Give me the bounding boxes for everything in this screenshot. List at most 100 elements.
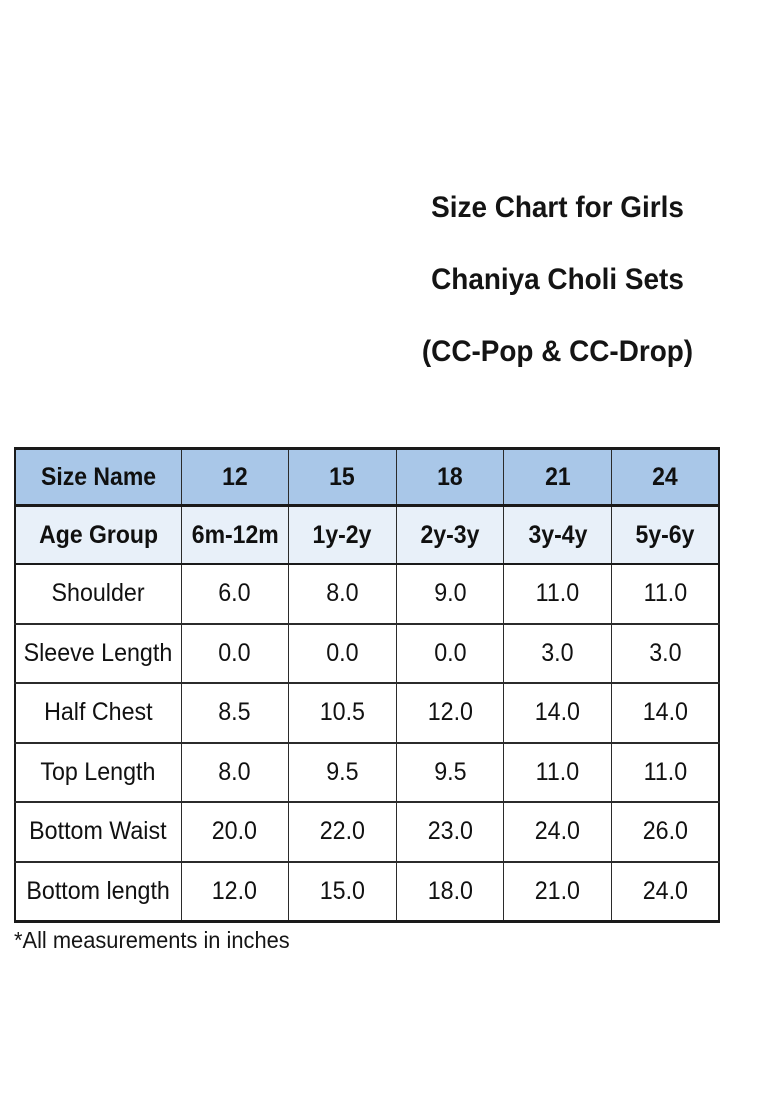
measurement-cell: 22.0 [288,802,397,863]
row-label-cell-text: Bottom length [26,876,170,905]
header-value-cell-text: 1y-2y [312,520,372,549]
row-label-cell-text: Bottom Waist [29,817,167,846]
header-value-cell-text: 18 [437,462,463,491]
header-value-cell-text: 6m-12m [191,520,279,549]
table-header-row: Size Name 12 15 18 21 24 [14,448,720,507]
table-row: Top Length 8.0 9.5 9.5 11.0 11.0 [14,742,720,803]
measurement-cell-text: 3.0 [541,638,574,667]
header-value-cell: 18 [395,448,505,507]
measurement-cell-text: 8.0 [326,579,359,608]
title-line-1: Size Chart for Girls [431,191,684,224]
measurement-cell-text: 11.0 [643,757,687,786]
measurement-cell: 14.0 [610,683,720,744]
header-value-cell: 15 [288,448,397,507]
measurement-cell-text: 8.0 [218,757,251,786]
measurement-cell-text: 12.0 [212,876,258,905]
measurement-cell-text: 11.0 [535,757,580,786]
measurement-cell: 0.0 [395,623,505,684]
measurement-cell-text: 9.0 [433,579,467,608]
measurement-cell: 6.0 [180,564,290,625]
row-label-cell: Shoulder [14,564,182,625]
header-label-cell: Size Name [14,448,182,507]
measurement-cell: 24.0 [503,802,612,863]
header-value-cell-text: 12 [222,462,248,491]
header-value-cell-text: 3y-4y [528,520,587,549]
row-label-cell-text: Half Chest [43,698,153,727]
table-row: Shoulder 6.0 8.0 9.0 11.0 11.0 [14,564,720,625]
measurement-cell-text: 24.0 [534,817,581,846]
measurement-cell: 8.0 [288,564,397,625]
row-label-cell: Bottom Waist [14,802,182,863]
measurement-cell: 11.0 [610,564,720,625]
measurement-cell-text: 14.0 [534,698,581,727]
header-label-cell: Age Group [14,505,182,565]
measurement-cell-text: 3.0 [648,638,682,667]
measurement-cell: 10.5 [288,683,397,744]
measurement-cell-text: 10.5 [319,698,366,727]
measurement-cell-text: 20.0 [212,817,258,846]
measurement-cell: 3.0 [503,623,612,684]
measurement-cell: 0.0 [180,623,290,684]
table-row: Sleeve Length 0.0 0.0 0.0 3.0 3.0 [14,623,720,684]
size-chart-table: Size Name 12 15 18 21 24 Age Group 6m-12m 1y-2y 2… [14,447,720,923]
measurement-cell: 12.0 [180,861,290,922]
measurement-cell-text: 0.0 [218,638,251,667]
measurement-cell: 14.0 [503,683,612,744]
measurement-cell-text: 22.0 [319,817,366,846]
measurement-cell-text: 0.0 [326,638,359,667]
measurement-cell: 9.5 [395,742,505,803]
row-label-cell-text: Top Length [40,757,156,786]
table-row: Bottom Waist 20.0 22.0 23.0 24.0 26.0 [14,802,720,863]
header-value-cell-text: 21 [544,462,571,491]
header-value-cell: 12 [180,448,290,507]
table-row: Bottom length 12.0 15.0 18.0 21.0 24.0 [14,861,720,922]
title-line-3: (CC-Pop & CC-Drop) [421,335,694,368]
measurement-cell: 26.0 [610,802,720,863]
title-line-2: Chaniya Choli Sets [431,263,684,296]
row-label-cell: Half Chest [14,683,182,744]
header-value-cell: 1y-2y [288,505,397,565]
measurement-cell: 24.0 [610,861,720,922]
measurement-cell: 11.0 [503,564,612,625]
row-label-cell-text: Sleeve Length [23,638,173,667]
measurement-cell-text: 15.0 [319,876,366,905]
measurement-cell-text: 8.5 [218,698,251,727]
header-value-cell: 6m-12m [180,505,290,565]
measurement-cell-text: 12.0 [427,698,473,727]
measurement-cell: 11.0 [610,742,720,803]
page-title: Size Chart for Girls Chaniya Choli Sets … [330,172,780,388]
measurement-unit-note: *All measurements in inches [14,927,290,953]
measurement-cell-text: 24.0 [642,876,688,905]
table-row: Half Chest 8.5 10.5 12.0 14.0 14.0 [14,683,720,744]
header-value-cell-text: 24 [652,462,678,491]
measurement-cell: 8.5 [180,683,290,744]
measurement-cell-text: 9.5 [433,757,467,786]
measurement-cell: 12.0 [395,683,505,744]
table-header-row: Age Group 6m-12m 1y-2y 2y-3y 3y-4y 5y-6y [14,505,720,565]
header-value-cell: 24 [610,448,720,507]
measurement-cell: 8.0 [180,742,290,803]
measurement-cell-text: 21.0 [534,876,581,905]
row-label-cell: Top Length [14,742,182,803]
measurement-cell: 11.0 [503,742,612,803]
measurement-cell-text: 23.0 [427,817,473,846]
header-value-cell: 5y-6y [610,505,720,565]
header-value-cell: 21 [503,448,612,507]
row-label-cell: Sleeve Length [14,623,182,684]
measurement-cell-text: 18.0 [427,876,473,905]
header-value-cell-text: 15 [329,462,356,491]
header-value-cell-text: 2y-3y [420,520,480,549]
measurement-cell: 3.0 [610,623,720,684]
measurement-cell: 23.0 [395,802,505,863]
measurement-cell-text: 14.0 [642,698,688,727]
measurement-cell: 9.5 [288,742,397,803]
measurement-cell: 15.0 [288,861,397,922]
header-label-cell-text: Size Name [40,462,156,491]
header-value-cell: 3y-4y [503,505,612,565]
measurement-cell: 0.0 [288,623,397,684]
measurement-cell: 9.0 [395,564,505,625]
measurement-cell-text: 6.0 [218,579,251,608]
row-label-cell-text: Shoulder [51,579,145,608]
size-chart-table-container: Size Name 12 15 18 21 24 Age Group 6m-12m 1y-2y 2… [14,447,720,923]
measurement-cell-text: 9.5 [326,757,359,786]
